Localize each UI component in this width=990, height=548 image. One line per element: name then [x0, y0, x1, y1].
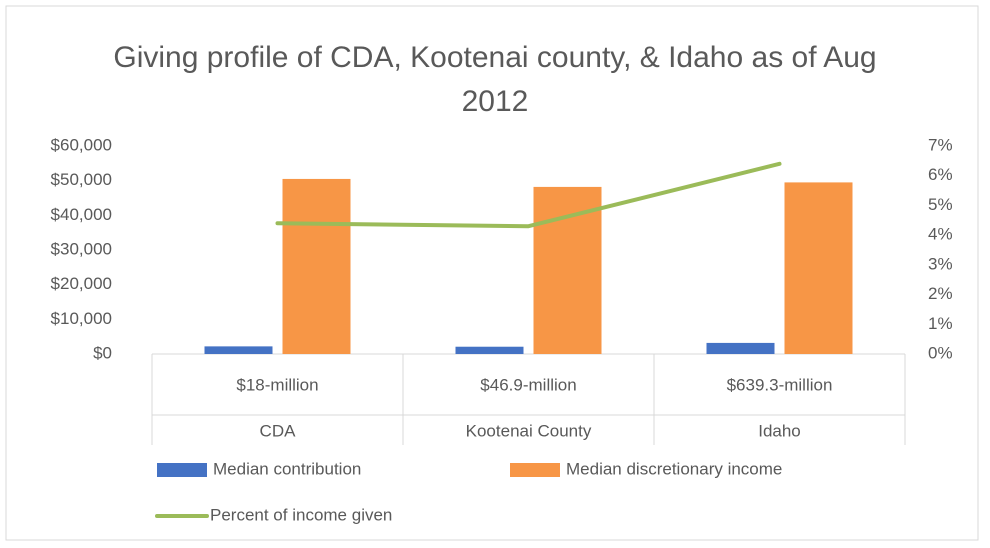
y2-tick-label: 6%: [928, 165, 953, 184]
bar: [784, 182, 853, 354]
y2-tick-label: 1%: [928, 314, 953, 333]
y-tick-label: $0: [93, 343, 112, 362]
chart-title: Giving profile of CDA, Kootenai county, …: [113, 41, 877, 118]
legend-label: Percent of income given: [210, 505, 392, 524]
y2-tick-label: 4%: [928, 225, 953, 244]
x-group-label: Kootenai County: [466, 421, 592, 440]
legend-label: Median contribution: [213, 459, 361, 478]
x-tick-label: $639.3-million: [727, 375, 833, 394]
y2-tick-label: 0%: [928, 343, 953, 362]
bar: [706, 342, 775, 354]
y2-tick-label: 2%: [928, 284, 953, 303]
x-group-label: Idaho: [758, 421, 801, 440]
y2-tick-label: 7%: [928, 135, 953, 154]
x-tick-label: $18-million: [236, 375, 318, 394]
y-tick-label: $40,000: [51, 205, 112, 224]
bar: [282, 178, 351, 354]
y-tick-label: $60,000: [51, 135, 112, 154]
legend-swatch: [157, 463, 207, 477]
bar: [204, 346, 273, 354]
x-group-label: CDA: [260, 421, 297, 440]
legend-label: Median discretionary income: [566, 459, 782, 478]
y-tick-label: $20,000: [51, 274, 112, 293]
y-tick-label: $50,000: [51, 170, 112, 189]
y2-tick-label: 5%: [928, 195, 953, 214]
legend-swatch: [510, 463, 560, 477]
line: [275, 161, 782, 229]
y-tick-label: $30,000: [51, 239, 112, 258]
y-tick-label: $10,000: [51, 309, 112, 328]
y2-tick-label: 3%: [928, 254, 953, 273]
bar: [455, 346, 524, 354]
x-tick-label: $46.9-million: [480, 375, 576, 394]
